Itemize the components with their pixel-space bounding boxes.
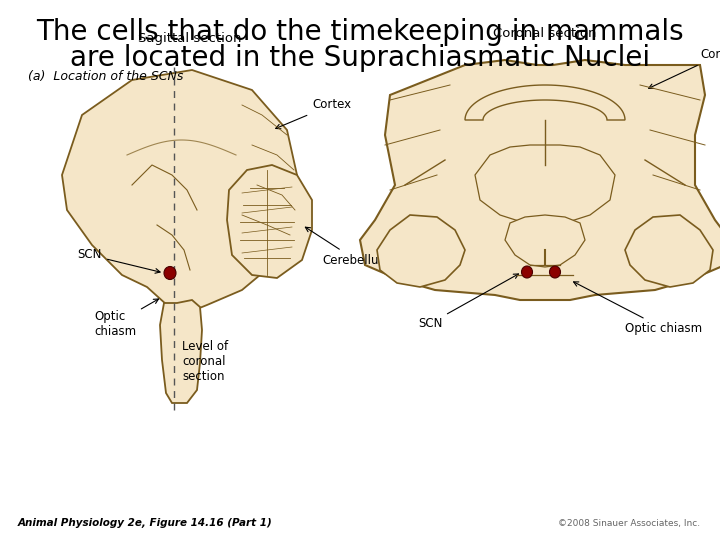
Text: Optic
chiasm: Optic chiasm [94, 299, 158, 338]
Text: are located in the Suprachiasmatic Nuclei: are located in the Suprachiasmatic Nucle… [70, 44, 650, 72]
Text: Coronal section: Coronal section [493, 27, 597, 40]
Ellipse shape [549, 266, 560, 278]
Polygon shape [465, 85, 625, 120]
Text: (a)  Location of the SCNs: (a) Location of the SCNs [28, 70, 184, 83]
Text: Optic chiasm: Optic chiasm [574, 282, 702, 335]
Polygon shape [360, 60, 720, 300]
Polygon shape [377, 215, 465, 287]
Text: The cells that do the timekeeping in mammals: The cells that do the timekeeping in mam… [36, 18, 684, 46]
Text: SCN: SCN [418, 274, 518, 330]
Text: Sagittal section: Sagittal section [138, 32, 242, 45]
Polygon shape [227, 165, 312, 278]
Text: Level of
coronal
section: Level of coronal section [182, 340, 228, 383]
Text: Cortex: Cortex [649, 49, 720, 89]
Text: Cortex: Cortex [276, 98, 351, 129]
Text: Cerebellum: Cerebellum [305, 227, 390, 267]
Text: SCN: SCN [78, 248, 160, 273]
Text: ©2008 Sinauer Associates, Inc.: ©2008 Sinauer Associates, Inc. [558, 519, 700, 528]
Text: Animal Physiology 2e, Figure 14.16 (Part 1): Animal Physiology 2e, Figure 14.16 (Part… [18, 518, 273, 528]
Polygon shape [625, 215, 713, 287]
Polygon shape [475, 145, 615, 225]
Ellipse shape [521, 266, 533, 278]
Polygon shape [62, 70, 297, 313]
Ellipse shape [164, 267, 176, 280]
Polygon shape [505, 215, 585, 267]
Polygon shape [160, 300, 202, 403]
